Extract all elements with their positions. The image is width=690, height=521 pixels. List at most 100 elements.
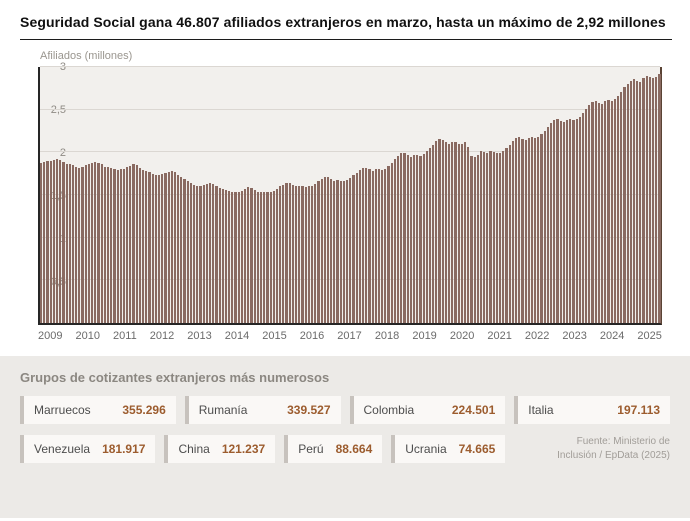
x-tick-label: 2011 bbox=[113, 330, 137, 342]
bar bbox=[110, 167, 113, 323]
group-label: Perú bbox=[298, 442, 324, 456]
bar bbox=[62, 161, 65, 323]
bar bbox=[655, 77, 658, 323]
bar bbox=[291, 184, 294, 323]
y-tick-label: 2,5 bbox=[50, 104, 66, 116]
group-label: Marruecos bbox=[34, 403, 91, 417]
bar bbox=[463, 142, 467, 323]
bar bbox=[100, 164, 103, 323]
bar bbox=[234, 192, 237, 323]
group-badge-peru: Perú 88.664 bbox=[284, 435, 383, 463]
affiliates-bar-chart: 0,511,522,53 bbox=[38, 61, 662, 325]
bar bbox=[71, 165, 75, 323]
bar bbox=[486, 153, 489, 323]
bar bbox=[202, 184, 205, 323]
bar bbox=[113, 169, 116, 323]
bar bbox=[419, 155, 422, 323]
group-value: 339.527 bbox=[287, 403, 331, 417]
bar bbox=[607, 100, 610, 323]
source-note: Fuente: Ministerio de Inclusión / EpData… bbox=[557, 435, 670, 463]
bar bbox=[601, 103, 604, 323]
bar bbox=[122, 168, 126, 323]
bar bbox=[65, 164, 68, 323]
bar bbox=[177, 174, 180, 323]
bar bbox=[384, 168, 387, 323]
bar bbox=[368, 169, 371, 323]
bar bbox=[272, 190, 275, 323]
group-badge-marruecos: Marruecos 355.296 bbox=[20, 396, 176, 424]
bar bbox=[575, 119, 578, 323]
bar bbox=[632, 78, 636, 323]
y-axis-caption: Afiliados (millones) bbox=[40, 50, 133, 62]
bar bbox=[448, 143, 451, 323]
bar bbox=[218, 188, 221, 323]
bar bbox=[639, 81, 642, 323]
bar bbox=[244, 189, 247, 323]
bar bbox=[301, 186, 304, 323]
bar bbox=[374, 169, 377, 323]
bar bbox=[454, 142, 457, 323]
badges-row-2: Venezuela 181.917 China 121.237 Perú 88.664 Uc… bbox=[20, 435, 670, 463]
bar bbox=[314, 183, 317, 323]
bar bbox=[189, 183, 192, 323]
bar bbox=[451, 142, 454, 323]
bar bbox=[412, 154, 416, 323]
bar bbox=[381, 170, 384, 323]
bar bbox=[330, 178, 333, 323]
y-tick-label: 2 bbox=[59, 147, 66, 160]
bar bbox=[87, 164, 90, 323]
bar bbox=[285, 183, 288, 323]
groups-section: Grupos de cotizantes extranjeros más num… bbox=[0, 356, 690, 518]
bar bbox=[199, 185, 202, 323]
bar bbox=[470, 155, 473, 323]
bar bbox=[304, 187, 307, 323]
plot-area bbox=[38, 66, 662, 325]
bar bbox=[400, 153, 403, 323]
bar bbox=[444, 142, 447, 323]
bar bbox=[183, 178, 186, 323]
bar bbox=[256, 191, 259, 323]
group-label: Italia bbox=[528, 403, 554, 417]
group-value: 88.664 bbox=[335, 442, 373, 456]
group-value: 121.237 bbox=[221, 442, 266, 456]
bar bbox=[508, 144, 511, 323]
x-tick-label: 2009 bbox=[38, 330, 63, 342]
bar bbox=[224, 189, 228, 323]
bar bbox=[556, 119, 559, 323]
group-badge-colombia: Colombia 224.501 bbox=[349, 396, 506, 424]
group-label: Ucrania bbox=[405, 442, 447, 456]
bar bbox=[247, 187, 250, 323]
bar bbox=[460, 143, 463, 323]
bar bbox=[371, 171, 374, 323]
bar bbox=[339, 180, 342, 323]
bar bbox=[534, 137, 537, 323]
group-badge-rumania: Rumanía 339.527 bbox=[184, 396, 341, 424]
group-badge-venezuela: Venezuela 181.917 bbox=[20, 435, 156, 463]
title-divider bbox=[20, 39, 672, 40]
x-tick-label: 2019 bbox=[412, 330, 437, 342]
bar bbox=[119, 169, 122, 323]
bar bbox=[521, 138, 524, 323]
bar bbox=[403, 153, 406, 323]
bar bbox=[205, 183, 208, 323]
bar bbox=[505, 148, 508, 323]
bar bbox=[91, 162, 94, 323]
bar bbox=[266, 192, 269, 323]
bar bbox=[349, 177, 352, 323]
bar bbox=[626, 84, 629, 323]
badges-row-1: Marruecos 355.296 Rumanía 339.527 Colombia 22… bbox=[20, 396, 670, 424]
bar bbox=[129, 166, 132, 323]
group-value: 197.113 bbox=[617, 403, 660, 417]
bar bbox=[282, 184, 285, 323]
bar bbox=[524, 140, 527, 323]
bar bbox=[142, 170, 145, 323]
bar bbox=[288, 183, 291, 323]
bar bbox=[94, 161, 97, 323]
bar bbox=[49, 160, 52, 323]
gridline bbox=[40, 66, 660, 67]
bar bbox=[569, 119, 572, 323]
bar bbox=[514, 137, 518, 323]
bars-container bbox=[40, 67, 661, 323]
bar bbox=[642, 78, 645, 323]
bar bbox=[387, 166, 390, 323]
